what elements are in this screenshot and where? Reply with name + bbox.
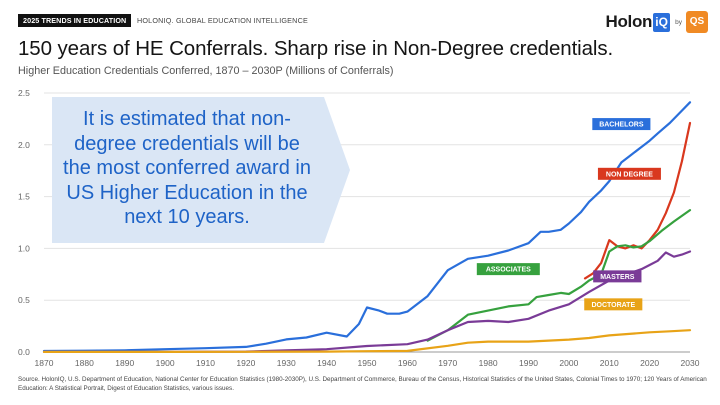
series-label-associates: ASSOCIATES [476, 263, 540, 276]
x-tick-label: 1910 [196, 358, 215, 368]
x-tick-label: 1980 [479, 358, 498, 368]
series-label-badge [584, 298, 643, 311]
y-tick-label: 1.0 [18, 243, 30, 253]
series-label-badge [592, 118, 651, 131]
brand-name: Holon [605, 12, 653, 31]
x-tick-label: 1870 [35, 358, 54, 368]
x-tick-label: 2010 [600, 358, 619, 368]
x-tick-label: 1900 [156, 358, 175, 368]
report-tag: 2025 TRENDS IN EDUCATION [18, 14, 132, 27]
y-tick-label: 2.0 [18, 140, 30, 150]
chart-subtitle: Higher Education Credentials Conferred, … [18, 65, 394, 77]
series-label-badge [597, 167, 661, 180]
series-label-badge [593, 270, 642, 283]
x-tick-label: 1930 [277, 358, 296, 368]
y-tick-label: 2.5 [18, 88, 30, 98]
series-label-non-degree: NON DEGREE [597, 167, 661, 180]
brand-logo: Holon iQ by QS [605, 10, 708, 34]
page-title: 150 years of HE Conferrals. Sharp rise i… [18, 37, 614, 60]
x-tick-label: 1880 [75, 358, 94, 368]
series-line-bachelors [42, 101, 692, 353]
y-tick-label: 0.5 [18, 295, 30, 305]
callout-arrow-shape [52, 97, 350, 243]
series-line-associates [426, 209, 692, 342]
x-tick-label: 1940 [317, 358, 336, 368]
report-subtag: HOLONIQ. GLOBAL EDUCATION INTELLIGENCE [137, 16, 308, 25]
series-label-text: ASSOCIATES [486, 267, 531, 274]
x-tick-label: 2030 [681, 358, 700, 368]
series-label-badge [476, 263, 540, 276]
series-label-text: MASTERS [600, 274, 635, 281]
brand-mark-icon: iQ [653, 12, 671, 32]
y-tick-label: 1.5 [18, 192, 30, 202]
partner-logo-icon: QS [686, 11, 708, 33]
y-tick-label: 0.0 [18, 347, 30, 357]
x-tick-label: 1970 [438, 358, 457, 368]
x-tick-label: 1990 [519, 358, 538, 368]
series-label-masters: MASTERS [593, 270, 642, 283]
x-tick-label: 1960 [398, 358, 417, 368]
x-tick-label: 1950 [358, 358, 377, 368]
x-tick-label: 1920 [236, 358, 255, 368]
series-label-text: DOCTORATE [591, 302, 635, 309]
brand-by: by [675, 18, 682, 26]
series-label-text: BACHELORS [599, 122, 644, 129]
x-tick-label: 1890 [115, 358, 134, 368]
source-footnote: Source. HolonIQ, U.S. Department of Educ… [18, 376, 707, 392]
series-label-text: NON DEGREE [606, 171, 653, 178]
series-line-non-degree [583, 121, 692, 280]
series-line-masters [42, 250, 692, 353]
series-line-doctorate [42, 329, 692, 353]
callout-text: It is estimated that non-degree credenti… [63, 108, 311, 228]
series-label-bachelors: BACHELORS [592, 118, 651, 131]
callout-box: It is estimated that non-degree credenti… [52, 97, 352, 244]
series-label-doctorate: DOCTORATE [584, 298, 643, 311]
x-tick-label: 2020 [640, 358, 659, 368]
x-tick-label: 2000 [559, 358, 578, 368]
